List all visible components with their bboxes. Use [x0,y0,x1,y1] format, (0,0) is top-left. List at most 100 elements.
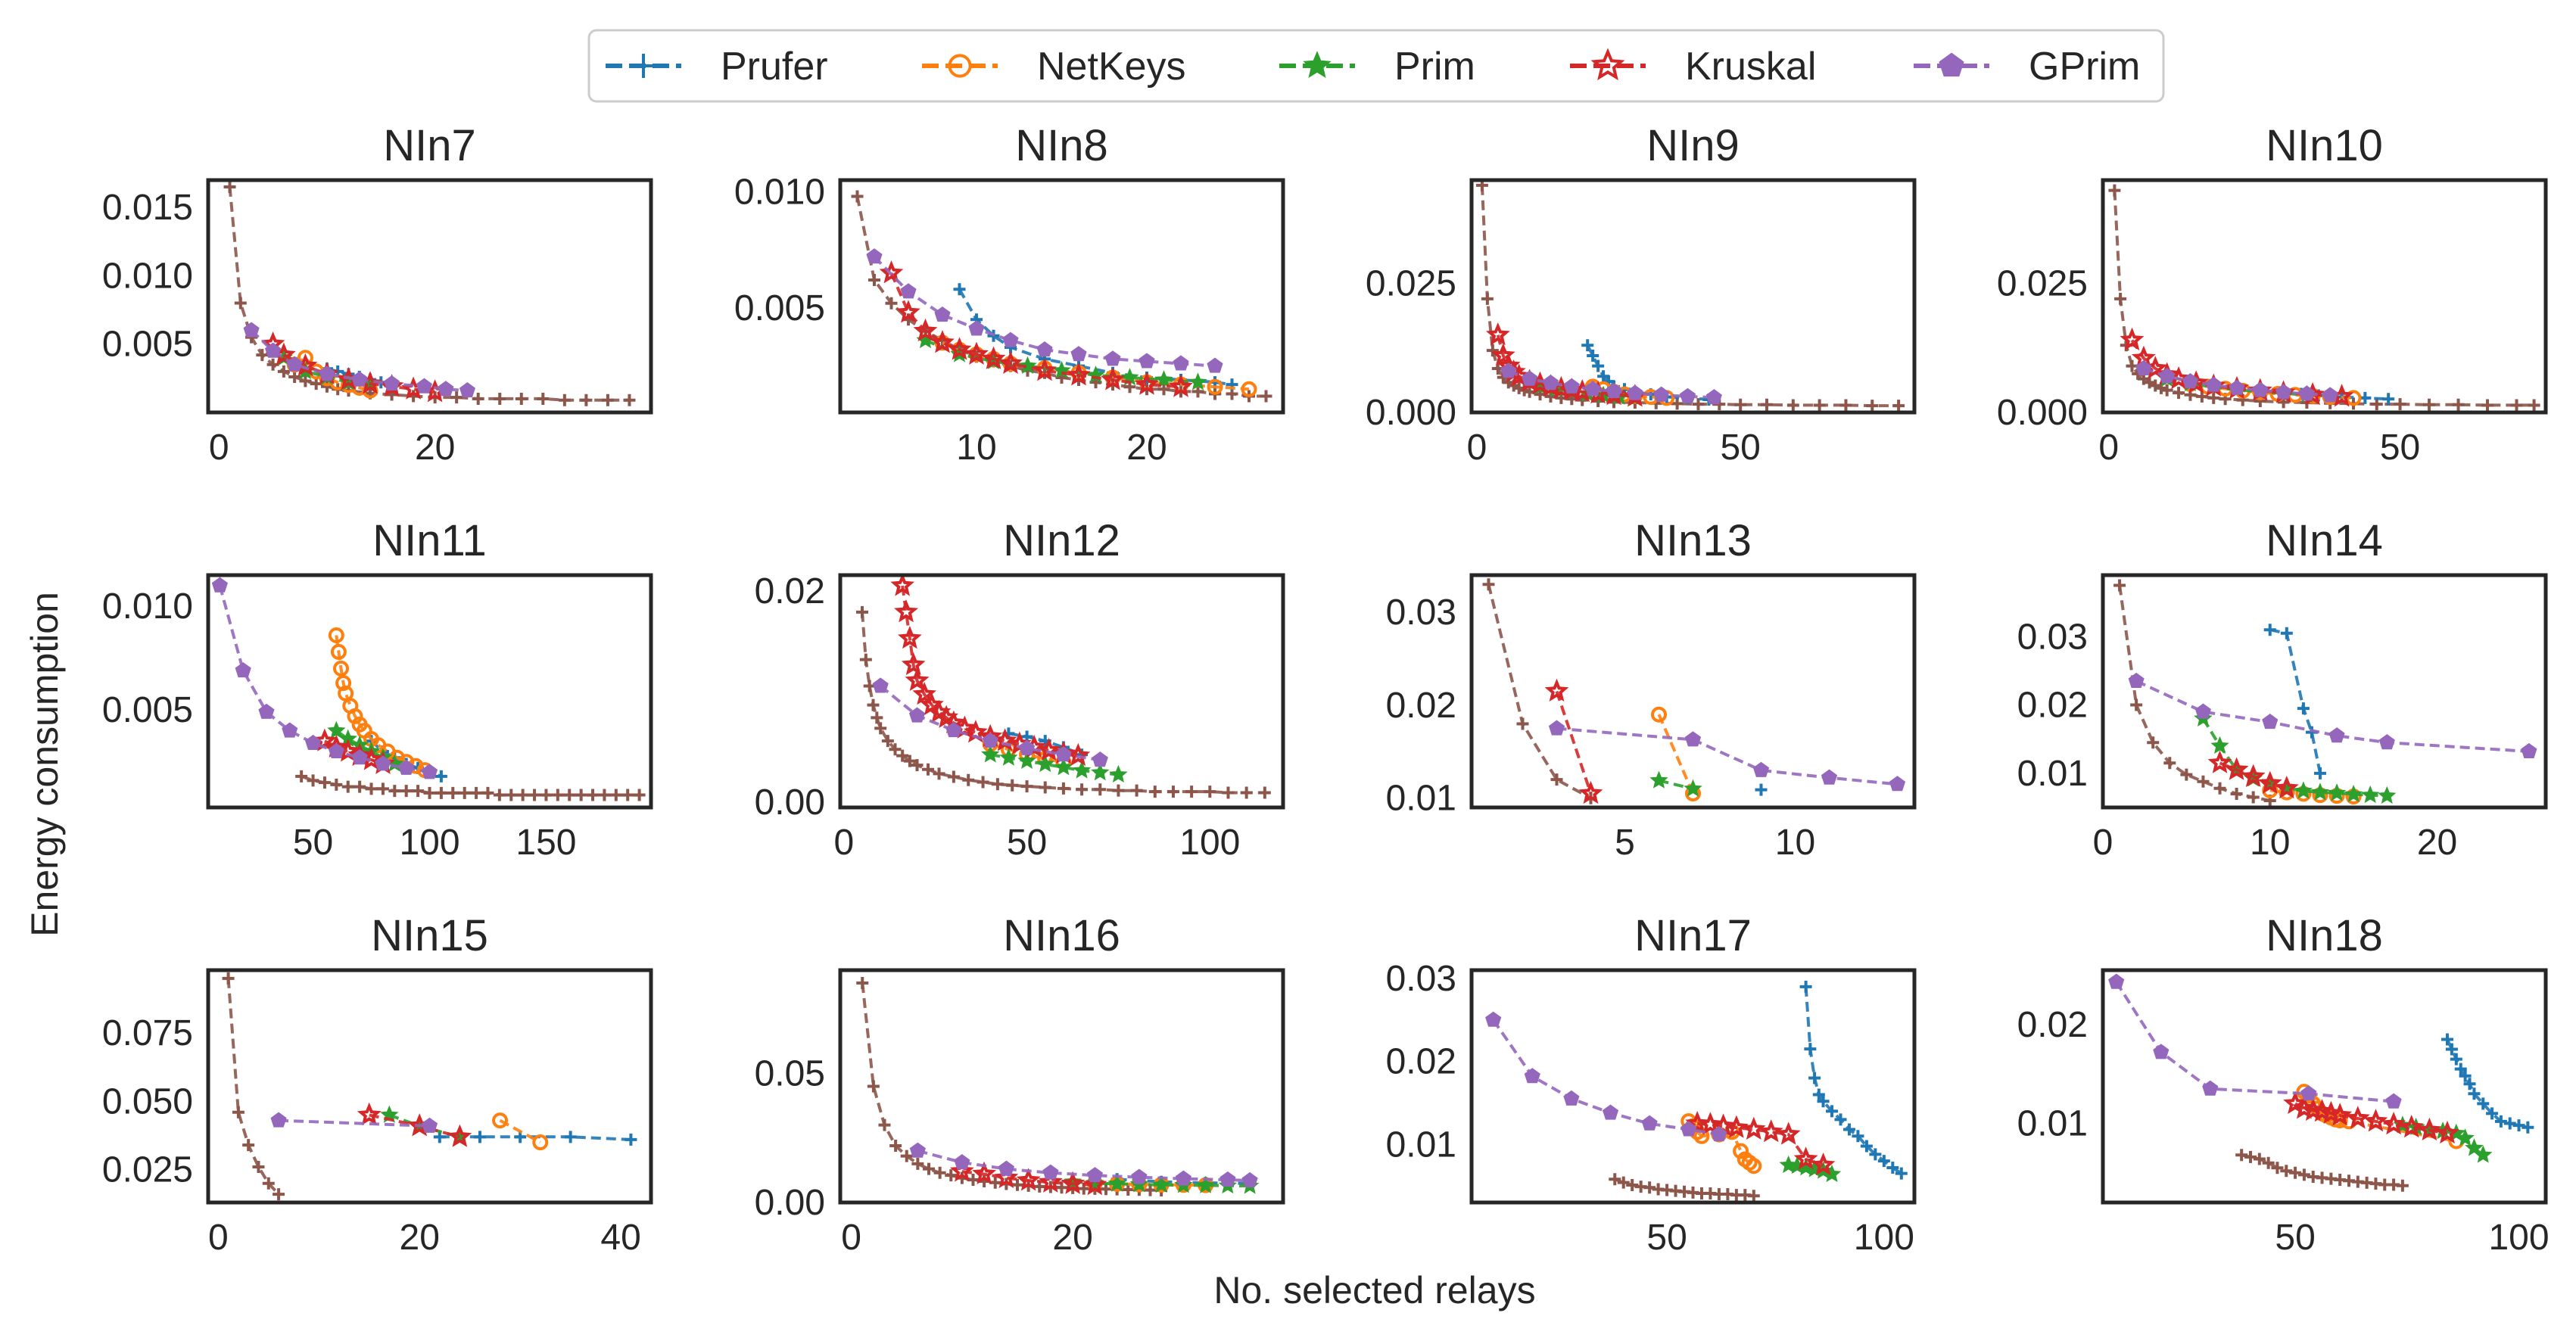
data-point [2180,768,2193,781]
data-point [2241,764,2266,787]
data-point [1812,1088,1825,1101]
data-point [1877,1155,1890,1168]
series-1 [1799,980,1908,1180]
y-tick-label: 0.02 [1386,686,1456,726]
data-point [905,667,930,692]
plot-area [223,181,636,406]
series-line [917,1149,1251,1182]
series-0 [2113,579,2276,807]
data-point [447,1124,472,1147]
data-point [2235,1149,2248,1162]
y-tick-label: 0.01 [1386,779,1456,819]
panel-title: NIn15 [371,911,488,960]
data-point [2361,785,2380,804]
data-point [1240,786,1253,799]
panel-title: NIn17 [1634,911,1752,960]
data-point [1746,1158,1762,1174]
data-point [2114,292,2127,305]
data-point [532,1134,549,1151]
data-point [2445,1043,2458,1056]
data-point [351,371,368,387]
data-point [2345,1106,2370,1129]
plot-area [1485,980,1908,1202]
data-point [2213,782,2226,795]
data-point [1148,786,1161,798]
series-line [2118,585,2271,802]
data-point [2344,784,2363,803]
series-line [961,1170,1095,1187]
data-point [2230,787,2243,800]
data-point [1692,398,1705,411]
data-point [896,300,920,323]
data-point [416,378,432,394]
data-point [223,181,236,194]
data-point [1811,1153,1836,1176]
data-point [2441,1033,2453,1046]
series-5 [909,1142,1258,1187]
data-point [2297,702,2310,715]
x-tick-label: 50 [1646,1218,1687,1258]
data-point [856,977,869,990]
panel-nin15: NIn15 0 20 40 0.025 0.050 0.075 [102,911,653,1258]
data-point [318,776,331,789]
data-point [1481,292,1494,305]
series-0 [222,972,285,1201]
panel-frame [1469,573,1917,810]
data-point [1241,381,1257,397]
data-point [953,283,966,296]
data-point [908,707,926,723]
data-point [2521,742,2537,758]
data-point [890,575,915,596]
series-0 [223,181,636,406]
legend-frame [587,29,2165,103]
panel-nin16: NIn16 0 20 0.00 0.05 [755,911,1285,1258]
data-point [2130,698,2143,711]
y-axis-title: Energy consumption [23,592,66,937]
data-point [1016,1168,1041,1191]
panel-title: NIn13 [1634,516,1752,565]
data-point [376,782,389,795]
data-point [537,392,550,405]
x-axis-title: No. selected relays [1213,1269,1535,1311]
panel-nin11: NIn11 50 100 150 0.005 0.010 [102,516,653,863]
data-point [2257,770,2282,794]
series-3 [1779,1155,1842,1183]
data-point [1761,398,1773,411]
panel-frame [1469,178,1917,415]
data-point [327,720,346,739]
data-point [580,394,593,406]
data-point [1241,1171,1258,1187]
data-point [235,661,251,678]
data-point [412,785,425,798]
series-4 [2207,750,2299,799]
data-point [2494,1115,2507,1128]
data-point [1839,399,1852,412]
data-point [1173,355,1189,371]
data-point [1486,344,1499,357]
data-point [1592,359,1605,372]
data-point [1866,400,1879,412]
data-point [633,789,646,801]
data-point [1175,1170,1191,1186]
data-point [341,780,354,793]
data-point [1724,1115,1749,1138]
data-point [621,789,634,801]
data-point [1076,783,1089,796]
series-line [1555,690,1593,795]
data-point [2363,1109,2388,1132]
data-point [2197,775,2210,788]
data-point [2160,384,2173,397]
data-point [601,394,614,406]
data-point [505,789,518,801]
data-point [2328,727,2345,743]
data-point [2322,387,2338,403]
data-point [435,770,447,782]
data-point [1092,751,1108,767]
data-point [1705,389,1722,405]
data-point [2271,1162,2284,1174]
data-point [1860,1140,1873,1153]
data-point [1733,1143,1749,1159]
panel-frame [1469,968,1917,1205]
series-4 [879,260,1193,397]
x-tick-label: 10 [956,428,996,468]
